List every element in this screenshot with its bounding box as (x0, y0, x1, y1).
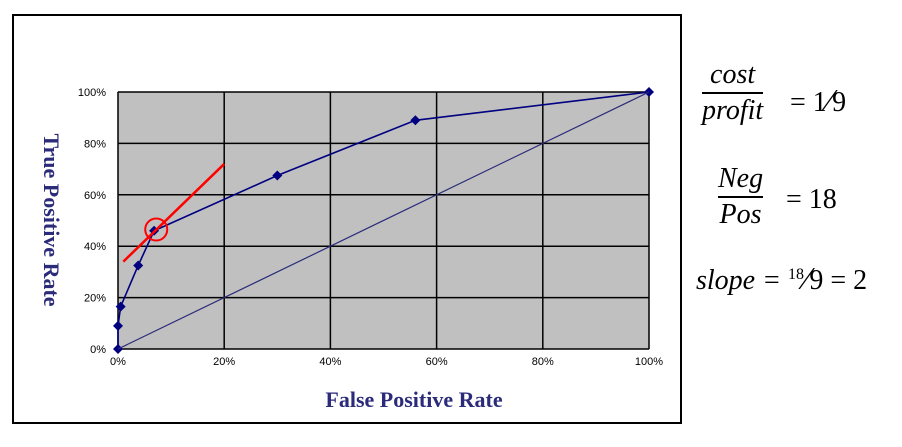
slope-denominator: 9 (809, 265, 824, 296)
y-tick-label: 20% (84, 293, 106, 305)
slope-equation: slope = 18⁄9 = 2 (696, 260, 867, 297)
highlight-circle (144, 217, 169, 242)
slope-numerator: 18 (788, 266, 804, 283)
y-axis-title: True Positive Rate (39, 133, 64, 306)
cost-ratio-value: = 1⁄9 (790, 82, 846, 119)
tangent-line (122, 163, 226, 263)
neg-pos-fraction: Neg Pos (718, 163, 764, 230)
x-tick-label: 80% (532, 356, 554, 368)
annotation-layer (122, 163, 226, 263)
diagonal-line (117, 91, 650, 350)
cost-profit-fraction: cost profit (702, 59, 764, 126)
chart-frame: 0% 20% 40% 60% 80% 100% 0% 20% 40% 60% 80% 100% Fa… (12, 14, 682, 424)
fraction-bar (702, 92, 764, 94)
slope-label: slope = (696, 265, 788, 296)
neg-numerator: Neg (718, 163, 764, 194)
y-tick-labels: 0% 20% 40% 60% 80% 100% (78, 87, 106, 356)
roc-point-marker (272, 170, 283, 181)
y-tick-label: 40% (84, 241, 106, 253)
profit-denominator: profit (702, 95, 764, 126)
fraction-bar (718, 196, 764, 198)
cost-numerator: cost (710, 59, 756, 90)
y-tick-label: 60% (84, 190, 106, 202)
x-tick-labels: 0% 20% 40% 60% 80% 100% (110, 356, 663, 368)
slope-result: = 2 (823, 265, 868, 296)
neg-pos-value: = 18 (786, 184, 837, 215)
x-tick-label: 60% (426, 356, 448, 368)
x-tick-label: 20% (213, 356, 235, 368)
roc-point-marker (113, 320, 123, 331)
series-layer (113, 87, 654, 354)
formula-panel: cost profit = 1⁄9 Neg Pos = 18 slope = 1… (690, 60, 895, 320)
equals-sign: = (790, 87, 813, 118)
x-tick-label: 100% (635, 356, 663, 368)
roc-chart: 0% 20% 40% 60% 80% 100% 0% 20% 40% 60% 80% 100% Fa… (39, 87, 663, 412)
x-tick-label: 40% (319, 356, 341, 368)
x-tick-label: 0% (110, 356, 126, 368)
ratio-numerator: 1 (812, 87, 827, 118)
ratio-slash: ⁄ (826, 82, 833, 118)
ratio-denominator: 9 (832, 87, 847, 118)
x-axis-title: False Positive Rate (325, 387, 502, 412)
slope-slash: ⁄ (804, 260, 810, 296)
roc-point-marker (410, 115, 421, 126)
y-tick-label: 100% (78, 87, 106, 99)
roc-point-marker (115, 301, 126, 312)
roc-point-marker (133, 260, 144, 271)
pos-denominator: Pos (719, 199, 762, 230)
y-tick-label: 0% (90, 344, 106, 356)
y-tick-label: 80% (84, 138, 106, 150)
